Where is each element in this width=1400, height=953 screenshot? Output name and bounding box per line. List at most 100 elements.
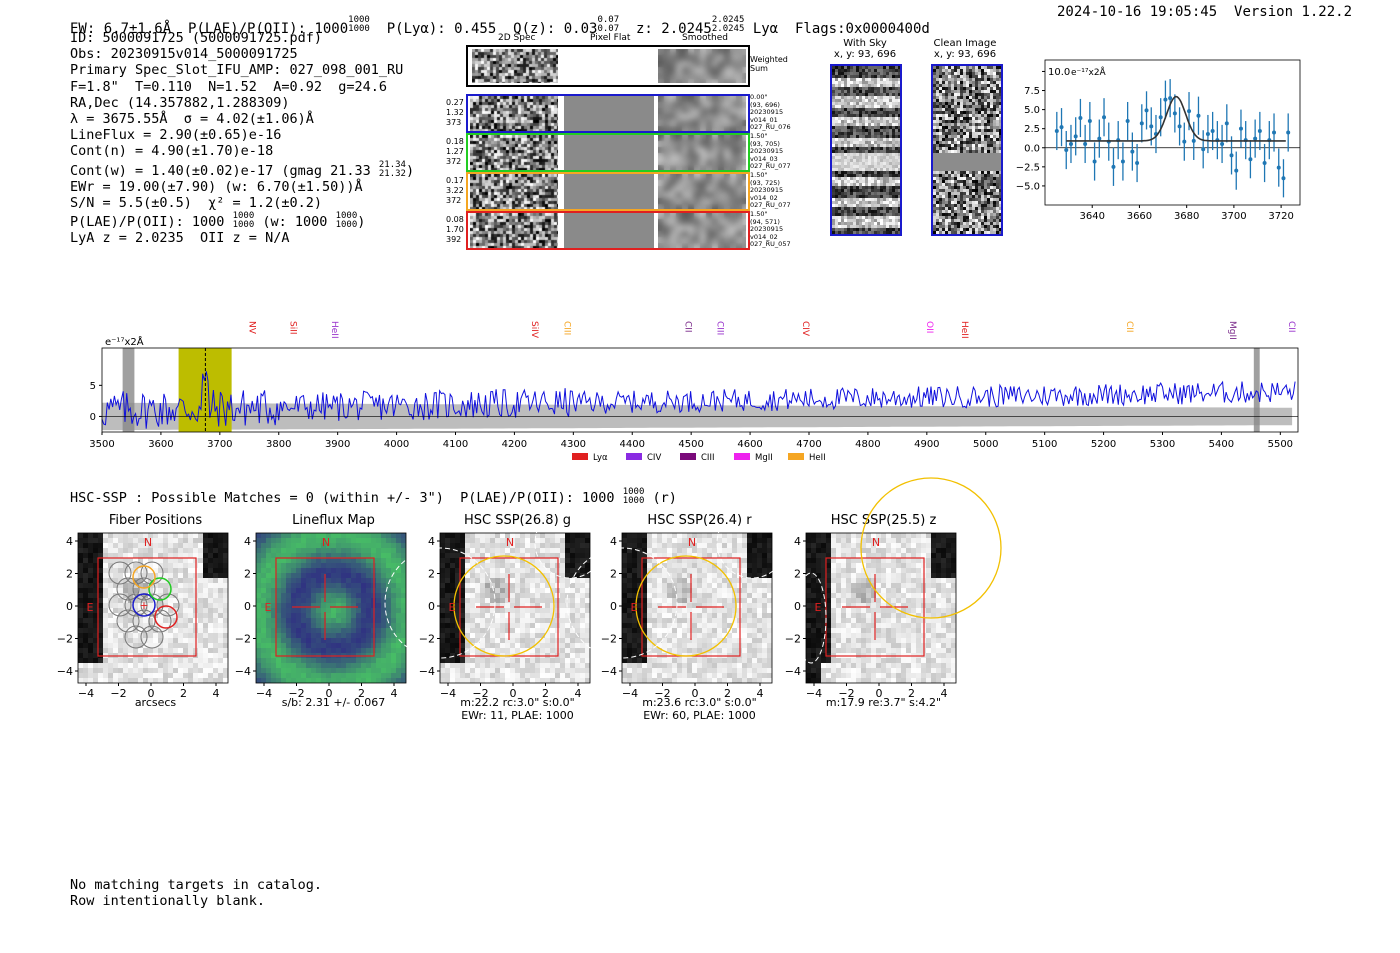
stamp-pixel <box>978 99 981 102</box>
lineflux-pixel <box>321 673 326 678</box>
hsc-ytick-label: −4 <box>235 665 251 678</box>
aperture-box <box>275 557 375 657</box>
stamp-pixel <box>948 90 951 93</box>
stamp-pixel <box>859 108 862 111</box>
cutout-row-frame <box>466 94 750 133</box>
clean-title: Clean Image x, y: 93, 696 <box>920 38 1010 60</box>
lineflux-pixel <box>326 533 331 538</box>
stamp-pixel <box>993 183 996 186</box>
stamp-pixel <box>972 138 975 141</box>
stamp-pixel <box>889 105 892 108</box>
stamp-pixel <box>945 192 948 195</box>
lineflux-pixel <box>276 543 281 548</box>
lineflux-pixel <box>316 678 321 683</box>
stamp-pixel <box>948 96 951 99</box>
hsc-pixel <box>153 563 158 568</box>
hsc-pixel <box>153 583 158 588</box>
stamp-pixel <box>960 153 963 156</box>
stamp-pixel <box>987 129 990 132</box>
lineflux-pixel <box>331 573 336 578</box>
hsc-pixel <box>143 628 148 633</box>
hsc-pixel <box>148 663 153 668</box>
stamp-pixel <box>936 192 939 195</box>
hsc-pixel <box>123 648 128 653</box>
lineflux-pixel <box>351 678 356 683</box>
stamp-pixel <box>990 117 993 120</box>
stamp-pixel <box>895 111 898 114</box>
lineflux-pixel <box>351 538 356 543</box>
lineflux-pixel <box>331 638 336 643</box>
cutout-row-frame <box>466 133 750 172</box>
stamp-pixel <box>892 138 895 141</box>
hsc-pixel <box>465 558 470 563</box>
stamp-pixel <box>957 228 960 231</box>
lineflux-pixel <box>376 573 381 578</box>
hsc-pixel <box>128 543 133 548</box>
stamp-pixel <box>898 147 900 150</box>
hsc-pixel <box>123 673 128 678</box>
lineflux-pixel <box>336 558 341 563</box>
lineflux-pixel <box>316 578 321 583</box>
stamp-pixel <box>948 138 951 141</box>
stamp-pixel <box>862 96 865 99</box>
stamp-pixel <box>987 81 990 84</box>
lineflux-pixel <box>291 628 296 633</box>
stamp-pixel <box>990 147 993 150</box>
lineflux-pixel <box>291 598 296 603</box>
stamp-pixel <box>960 225 963 228</box>
lineflux-pixel <box>296 578 301 583</box>
stamp-pixel <box>868 192 871 195</box>
stamp-pixel <box>856 174 859 177</box>
lineflux-pixel <box>276 583 281 588</box>
stamp-pixel <box>972 201 975 204</box>
stamp-pixel <box>939 117 942 120</box>
hsc-pixel <box>98 668 103 673</box>
stamp-pixel <box>865 84 868 87</box>
stamp-pixel <box>883 105 886 108</box>
hsc-pixel <box>178 633 183 638</box>
lineflux-pixel <box>396 668 401 673</box>
lineflux-pixel <box>301 548 306 553</box>
hsc-pixel <box>153 643 158 648</box>
stamp-pixel <box>957 138 960 141</box>
stamp-pixel <box>850 150 853 153</box>
stamp-pixel <box>859 198 862 201</box>
hsc-pixel <box>485 543 490 548</box>
stamp-pixel <box>939 171 942 174</box>
stamp-pixel <box>939 210 942 213</box>
lineflux-pixel <box>376 563 381 568</box>
hsc-pixel <box>138 668 143 673</box>
stamp-pixel <box>984 228 987 231</box>
lineflux-pixel <box>326 678 331 683</box>
lineflux-pixel <box>381 648 386 653</box>
stamp-pixel <box>960 180 963 183</box>
lineflux-pixel <box>276 598 281 603</box>
lineflux-pixel <box>336 598 341 603</box>
hsc-pixel <box>570 543 575 548</box>
stamp-pixel <box>883 81 886 84</box>
stamp-pixel <box>942 213 945 216</box>
hsc-pixel <box>153 568 158 573</box>
lineflux-pixel <box>346 533 351 538</box>
stamp-pixel <box>945 99 948 102</box>
stamp-pixel <box>945 102 948 105</box>
hsc-pixel <box>173 663 178 668</box>
stamp-pixel <box>960 147 963 150</box>
lineflux-pixel <box>311 678 316 683</box>
lineflux-pixel <box>381 603 386 608</box>
lineflux-pixel <box>351 588 356 593</box>
stamp-pixel <box>972 204 975 207</box>
hsc-pixel <box>223 678 228 683</box>
stamp-pixel <box>966 141 969 144</box>
stamp-pixel <box>960 69 963 72</box>
spectrum-xtick-label: 4600 <box>737 439 762 450</box>
stamp-pixel <box>933 171 936 174</box>
stamp-pixel <box>966 87 969 90</box>
stamp-pixel <box>978 141 981 144</box>
lineflux-pixel <box>286 618 291 623</box>
stamp-pixel <box>862 111 865 114</box>
stamp-pixel <box>933 144 936 147</box>
stamp-pixel <box>945 204 948 207</box>
lineflux-pixel <box>396 578 401 583</box>
lineflux-pixel <box>336 533 341 538</box>
